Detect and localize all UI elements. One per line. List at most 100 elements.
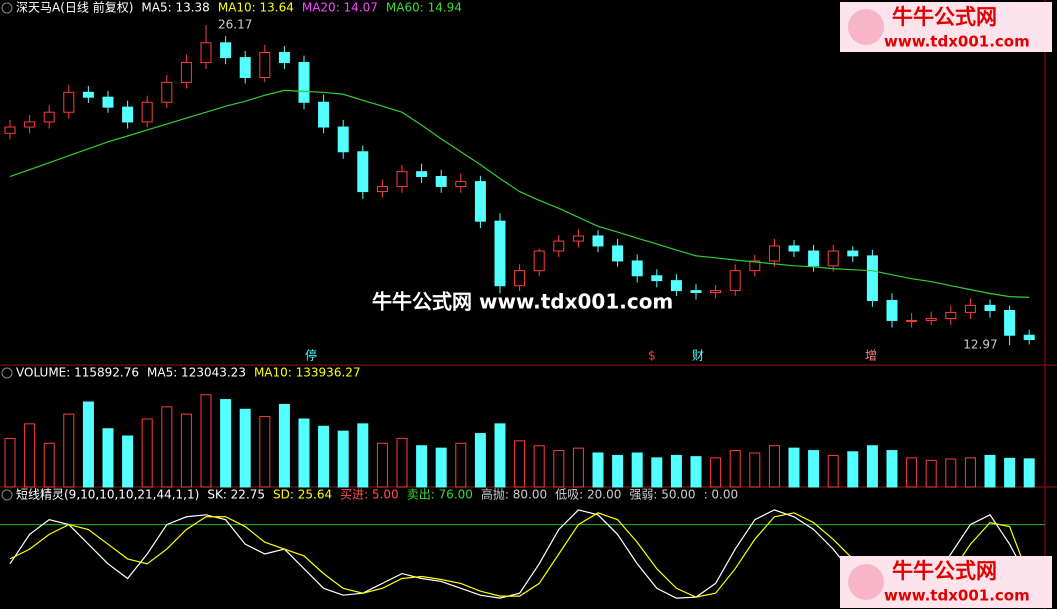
logo: 牛牛公式网 www.tdx001.com: [840, 2, 1052, 52]
candle-body: [474, 181, 486, 222]
candle-body: [886, 300, 898, 321]
candle-body: [690, 290, 702, 294]
candle-body: [533, 250, 545, 272]
volume-bar: [592, 452, 604, 488]
volume-bar: [827, 454, 839, 488]
volume-bar: [1004, 457, 1016, 488]
candle-body: [278, 52, 290, 63]
header-icon: [1, 367, 13, 379]
volume-bar: [278, 403, 290, 488]
volume-bar: [788, 447, 800, 488]
candle-body: [592, 235, 604, 247]
candle-body: [141, 101, 153, 123]
volume-bar: [612, 454, 624, 488]
candle-body: [435, 176, 447, 187]
volume-bar: [102, 428, 114, 488]
volume-bar: [514, 440, 526, 488]
volume-bar: [396, 437, 408, 488]
candle-body: [122, 106, 134, 123]
volume-bar: [298, 418, 310, 488]
logo-url: www.tdx001.com: [884, 587, 1030, 605]
candle-body: [788, 245, 800, 252]
legend-entry: MA10: 133936.27: [254, 366, 361, 380]
watermark: 牛牛公式网 www.tdx001.com: [372, 290, 673, 314]
volume-bar: [435, 447, 447, 488]
candle-body: [808, 250, 820, 267]
low-label: 12.97: [963, 338, 997, 352]
candle-body: [945, 311, 957, 319]
volume-bar: [906, 457, 918, 488]
volume-bar: [82, 401, 94, 488]
legend-entry: MA10: 13.64: [218, 1, 294, 15]
candle-body: [906, 319, 918, 322]
candle-body: [239, 57, 251, 79]
volume-bar: [808, 450, 820, 488]
logo-title: 牛牛公式网: [892, 559, 997, 583]
volume-bar: [651, 457, 663, 488]
candle-body: [572, 235, 584, 242]
candle-body: [63, 91, 75, 113]
panel-title: 深天马A(日线 前复权): [16, 0, 133, 15]
high-label: 26.17: [218, 17, 252, 31]
candle-body: [866, 255, 878, 302]
volume-bar: [886, 450, 898, 488]
legend-entry: VOLUME: 115892.76: [16, 366, 139, 380]
legend-entry: MA20: 14.07: [302, 1, 378, 15]
logo-title: 牛牛公式网: [892, 5, 997, 29]
candle-body: [553, 240, 565, 252]
candle-body: [494, 220, 506, 287]
candle-body: [318, 101, 330, 128]
volume-bar: [4, 437, 16, 488]
legend-entry: MA5: 123043.23: [147, 366, 246, 380]
candle-body: [455, 181, 467, 187]
candle-body: [161, 81, 173, 103]
volume-bar: [357, 423, 369, 488]
candle-body: [180, 61, 192, 83]
candle-body: [964, 304, 976, 313]
candle-body: [612, 245, 624, 262]
legend-entry: MA5: 13.38: [141, 1, 209, 15]
candle-body: [24, 121, 36, 128]
volume-bar: [710, 457, 722, 488]
candle-body: [710, 290, 722, 294]
legend-entry: 买进: 5.00: [340, 488, 399, 502]
logo-icon: [848, 564, 884, 600]
candle-body: [847, 250, 859, 257]
volume-bar: [533, 445, 545, 488]
volume-bar: [318, 425, 330, 488]
candle-body: [43, 111, 55, 123]
candle-body: [651, 275, 663, 282]
candle-body: [102, 96, 114, 108]
volume-bar: [768, 445, 780, 488]
legend-entry: MA60: 14.94: [386, 1, 462, 15]
legend-entry: 高抛: 80.00: [481, 487, 547, 502]
volume-bar: [63, 413, 75, 488]
volume-bar: [670, 454, 682, 488]
candle-body: [1023, 334, 1035, 341]
candle-body: [631, 260, 643, 277]
legend-entry: SD: 25.64: [273, 488, 332, 502]
event-marker: 财: [692, 349, 704, 363]
volume-bar: [239, 408, 251, 488]
volume-bar: [376, 442, 388, 488]
candle-body: [337, 126, 349, 153]
legend-entry: 低吸: 20.00: [555, 488, 621, 502]
volume-bar: [122, 435, 134, 488]
candle-body: [4, 126, 16, 134]
logo: 牛牛公式网 www.tdx001.com: [840, 556, 1052, 608]
candle-body: [514, 270, 526, 287]
volume-bar: [180, 413, 192, 488]
legend-entry: : 0.00: [704, 488, 739, 502]
candle-body: [82, 91, 94, 98]
candle-body: [220, 42, 232, 59]
candle-body: [1004, 309, 1016, 336]
volume-bar: [572, 447, 584, 488]
candle-body: [984, 304, 996, 311]
volume-bar: [984, 454, 996, 488]
candle-body: [376, 185, 388, 193]
candle-body: [396, 171, 408, 187]
panel-title: 短线精灵(9,10,10,10,21,44,1,1): [16, 488, 199, 502]
volume-bar: [690, 456, 702, 488]
